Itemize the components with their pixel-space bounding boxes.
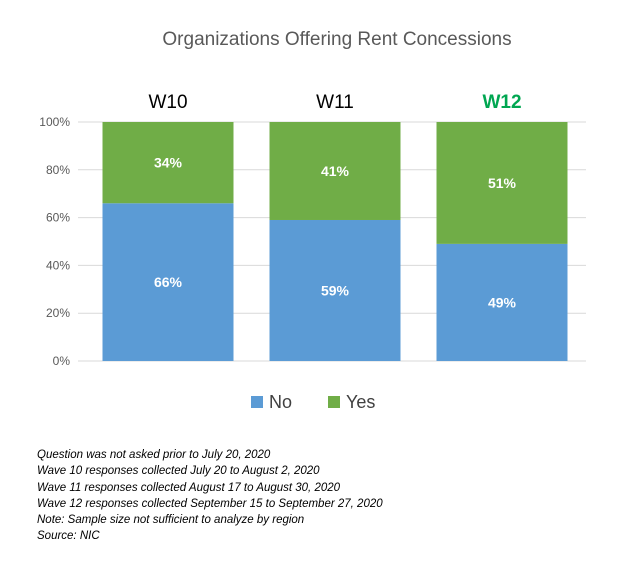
category-label-w12: W12 [482, 92, 521, 113]
bar-no-w12 [436, 243, 568, 361]
bar-no-w10 [102, 203, 234, 361]
bar-yes-w10 [102, 122, 234, 204]
footnote-line: Note: Sample size not sufficient to anal… [37, 514, 305, 527]
legend-swatch-no [251, 396, 263, 408]
bars [102, 122, 568, 361]
footnote-line: Wave 11 responses collected August 17 to… [37, 481, 341, 494]
footnote-line: Wave 12 responses collected September 15… [37, 497, 383, 510]
stacked-bar-chart: Organizations Offering Rent Concessions … [39, 29, 586, 412]
legend-label-yes: Yes [346, 392, 375, 412]
footnote-line: Source: NIC [37, 530, 100, 543]
y-tick-label: 40% [46, 258, 70, 272]
bar-yes-w11 [269, 122, 401, 220]
data-label-yes-w10: 34% [154, 155, 183, 171]
footnotes: Question was not asked prior to July 20,… [37, 447, 383, 545]
legend-label-no: No [269, 392, 292, 412]
y-tick-label: 60% [46, 211, 70, 225]
data-label-no-w10: 66% [154, 274, 183, 290]
y-tick-label: 0% [53, 354, 71, 368]
bar-no-w11 [269, 219, 401, 361]
chart-title: Organizations Offering Rent Concessions [162, 29, 511, 50]
data-label-no-w12: 49% [488, 294, 517, 310]
legend: No Yes [251, 392, 375, 412]
data-label-yes-w11: 41% [321, 163, 350, 179]
category-label-w10: W10 [148, 92, 187, 113]
data-label-no-w11: 59% [321, 282, 350, 298]
y-tick-label: 20% [46, 306, 70, 320]
y-tick-label: 100% [39, 115, 70, 129]
bar-yes-w12 [436, 122, 568, 244]
category-labels: W10 W11 W12 [148, 92, 521, 113]
legend-swatch-yes [328, 396, 340, 408]
footnote-line: Question was not asked prior to July 20,… [37, 449, 271, 461]
data-labels: 66% 34% 59% 41% 49% 51% [154, 155, 517, 311]
category-label-w11: W11 [316, 92, 354, 113]
y-tick-label: 80% [46, 163, 70, 177]
footnote-line: Wave 10 responses collected July 20 to A… [37, 465, 320, 478]
data-label-yes-w12: 51% [488, 175, 517, 191]
y-axis-ticks: 0% 20% 40% 60% 80% 100% [39, 115, 70, 368]
